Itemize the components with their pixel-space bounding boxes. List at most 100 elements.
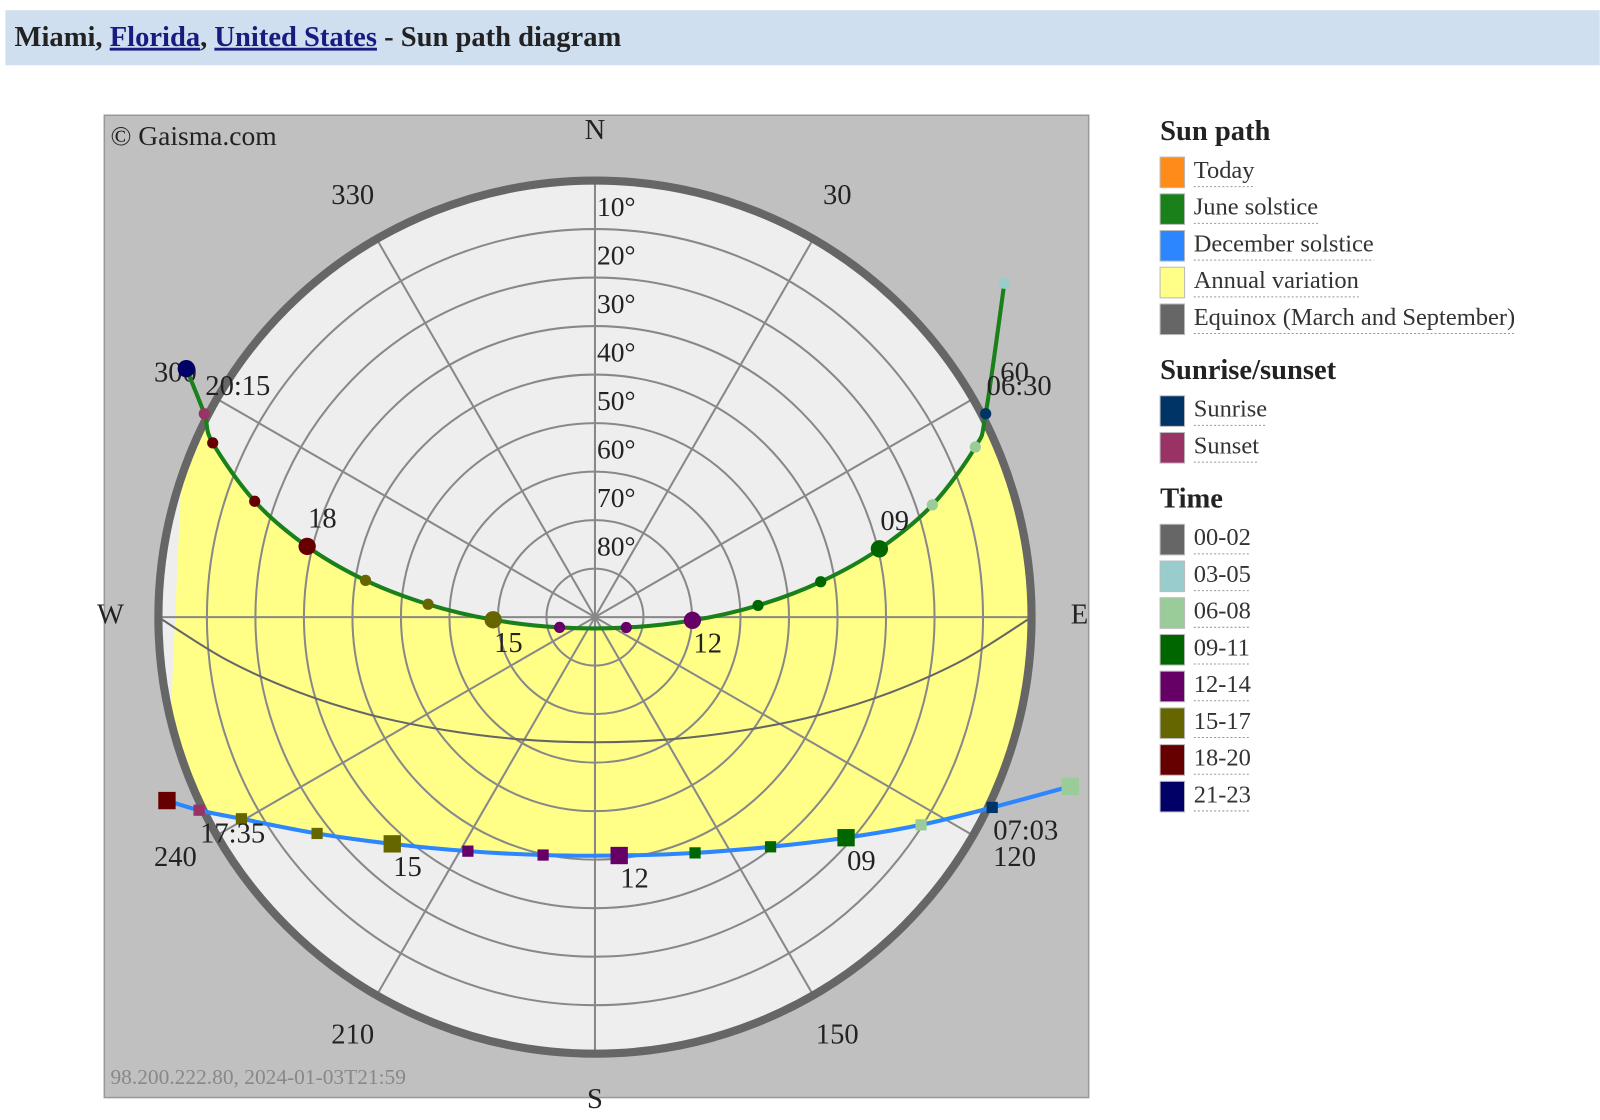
legend-swatch <box>1159 523 1186 556</box>
legend-title: Sun path <box>1160 116 1270 147</box>
legend-swatch <box>1159 633 1186 666</box>
time-label: 18 <box>308 503 337 534</box>
header-bar <box>5 10 1600 66</box>
sun-marker <box>193 804 205 816</box>
sun-marker <box>553 621 566 634</box>
legend-label: 00-02 <box>1194 524 1251 551</box>
sun-marker <box>764 841 777 853</box>
compass-label: S <box>587 1084 603 1115</box>
altitude-label: 10° <box>597 191 636 222</box>
legend-title: Time <box>1160 483 1223 514</box>
compass-label: W <box>97 600 124 631</box>
sun-marker <box>986 801 998 814</box>
altitude-label: 40° <box>597 337 636 368</box>
time-label: 09 <box>847 846 876 877</box>
legend-swatch <box>1159 597 1186 629</box>
sun-marker <box>998 277 1010 289</box>
legend-swatch <box>1159 156 1186 189</box>
legend-label: Today <box>1194 157 1256 184</box>
sun-marker <box>359 574 372 586</box>
legend-swatch <box>1159 266 1186 299</box>
sun-marker <box>1061 777 1079 796</box>
sun-marker <box>207 437 219 449</box>
header-link[interactable]: United States <box>214 21 377 52</box>
sun-marker <box>620 621 632 634</box>
sun-marker <box>752 599 764 612</box>
legend-label: Annual variation <box>1194 267 1359 294</box>
azimuth-spoke <box>594 616 974 837</box>
legend: Sun path Today June solstice December solst… <box>1159 116 1516 813</box>
header-link[interactable]: Florida <box>110 21 200 52</box>
annual-variation-area <box>166 283 1032 856</box>
sun-marker <box>870 540 889 558</box>
sun-marker <box>158 791 176 810</box>
legend-label: Sunrise <box>1194 396 1268 423</box>
sun-marker <box>462 845 474 857</box>
time-label: 20:15 <box>205 371 270 402</box>
legend-title: Sunrise/sunset <box>1160 355 1337 386</box>
altitude-label: 20° <box>597 239 636 270</box>
azimuth-spoke <box>594 238 815 618</box>
sun-marker <box>926 499 938 511</box>
sun-marker <box>249 495 261 507</box>
time-label: 09 <box>880 506 909 537</box>
sun-marker <box>383 835 401 853</box>
legend-swatch <box>1159 395 1186 427</box>
legend-swatch <box>1159 303 1186 336</box>
legend-label: June solstice <box>1194 194 1319 221</box>
azimuth-label: 60 <box>1000 357 1029 388</box>
legend-label: 12-14 <box>1194 671 1251 698</box>
sun-marker <box>537 849 549 861</box>
footer-stamp: 98.200.222.80, 2024-01-03T21:59 <box>110 1065 406 1089</box>
legend-label: 06-08 <box>1194 598 1251 625</box>
sun-path-diagram: 10° 20° 30° 40° 50° 60° 70° 80° 30 60 120 150 210 240… <box>97 115 1088 1115</box>
legend-label: 03-05 <box>1194 561 1251 588</box>
sun-marker <box>235 813 248 825</box>
time-label: 06:30 <box>987 371 1052 402</box>
azimuth-label: 210 <box>331 1019 374 1050</box>
header-text: , <box>200 21 214 52</box>
legend-label: 15-17 <box>1194 708 1251 735</box>
legend-swatch <box>1159 670 1186 703</box>
time-label: 12 <box>620 864 649 895</box>
sun-marker <box>969 441 981 453</box>
sun-marker <box>311 827 323 840</box>
legend-label: December solstice <box>1194 230 1374 257</box>
time-label: 07:03 <box>993 815 1058 846</box>
header-text: , <box>95 21 109 52</box>
sun-marker <box>610 846 628 865</box>
sun-marker <box>298 537 316 556</box>
altitude-label: 60° <box>597 434 636 465</box>
sun-marker <box>689 847 701 859</box>
azimuth-spoke <box>375 238 596 618</box>
legend-swatch <box>1159 780 1186 813</box>
azimuth-label: 330 <box>331 180 374 211</box>
sun-marker <box>915 819 927 831</box>
altitude-label: 50° <box>597 385 636 416</box>
azimuth-label: 30 <box>823 180 852 211</box>
legend-swatch <box>1159 707 1186 740</box>
time-label: 12 <box>693 628 722 659</box>
azimuth-spoke <box>375 616 596 996</box>
header-text: - Sun path diagram <box>377 21 622 52</box>
sun-marker <box>198 408 210 420</box>
legend-label: 09-11 <box>1194 634 1250 661</box>
altitude-label: 70° <box>597 482 636 513</box>
legend-swatch <box>1159 431 1186 464</box>
legend-label: 21-23 <box>1194 781 1251 808</box>
altitude-label: 80° <box>597 531 636 562</box>
legend-swatch <box>1159 560 1186 593</box>
equinox-path <box>157 616 1033 744</box>
sun-marker <box>177 359 195 378</box>
page-title: Miami, Florida, United States - Sun path… <box>15 21 622 52</box>
time-label: 17:35 <box>200 818 265 849</box>
azimuth-spoke <box>216 397 596 619</box>
legend-label: 18-20 <box>1194 745 1251 772</box>
time-label: 15 <box>393 852 422 883</box>
legend-swatch <box>1159 193 1186 225</box>
sun-marker <box>484 611 502 629</box>
sun-marker <box>980 408 992 420</box>
azimuth-label: 240 <box>154 842 197 873</box>
